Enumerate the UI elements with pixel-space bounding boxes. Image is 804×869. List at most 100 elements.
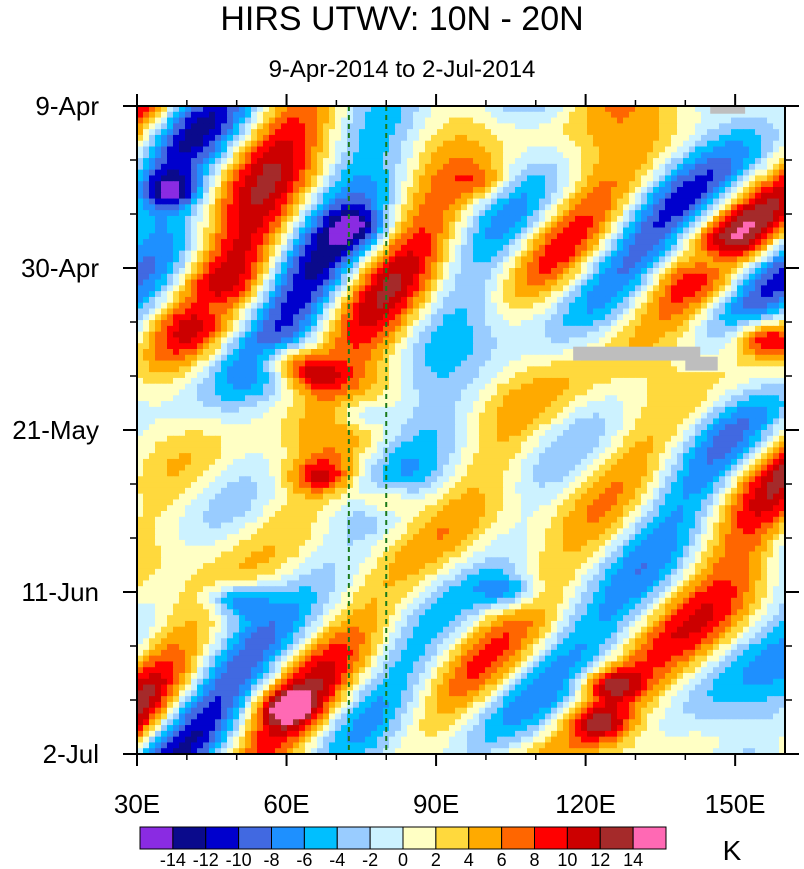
heatmap-cell [179, 181, 186, 188]
heatmap-cell [425, 337, 432, 344]
heatmap-cell [179, 291, 186, 298]
heatmap-cell [527, 285, 534, 292]
heatmap-cell [233, 187, 240, 194]
heatmap-cell [155, 198, 162, 205]
heatmap-cell [635, 239, 642, 246]
heatmap-cell [761, 250, 768, 258]
heatmap-cell [719, 285, 726, 292]
heatmap-cell [773, 146, 780, 153]
heatmap-cell [509, 204, 516, 211]
heatmap-cell [755, 221, 762, 229]
heatmap-cell [167, 140, 174, 148]
heatmap-cell [257, 296, 264, 304]
heatmap-cell [251, 134, 258, 142]
heatmap-cell [683, 285, 690, 292]
heatmap-cell [527, 343, 534, 350]
heatmap-cell [299, 210, 306, 217]
heatmap-cell [497, 343, 504, 350]
heatmap-cell [149, 296, 156, 304]
heatmap-cell [755, 140, 762, 148]
heatmap-cell [455, 187, 462, 194]
heatmap-cell [659, 111, 666, 119]
heatmap-cell [605, 198, 612, 205]
heatmap-cell [503, 366, 510, 373]
heatmap-cell [755, 215, 762, 223]
heatmap-cell [263, 250, 270, 258]
heatmap-cell [167, 268, 174, 275]
heatmap-cell [203, 233, 210, 240]
heatmap-cell [521, 106, 528, 113]
heatmap-cell [575, 123, 582, 130]
heatmap-cell [719, 215, 726, 223]
heatmap-cell [467, 314, 474, 321]
heatmap-cell [659, 163, 666, 171]
heatmap-cell [389, 262, 396, 269]
heatmap-cell [311, 163, 318, 171]
heatmap-cell [209, 268, 216, 275]
heatmap-cell [341, 273, 348, 281]
heatmap-cell [401, 140, 408, 148]
heatmap-cell [419, 215, 426, 223]
heatmap-cell [629, 256, 636, 263]
heatmap-cell [725, 354, 732, 362]
heatmap-cell [569, 111, 576, 119]
heatmap-cell [563, 349, 570, 356]
heatmap-cell [449, 337, 456, 344]
heatmap-cell [257, 244, 264, 252]
heatmap-cell [329, 204, 336, 211]
heatmap-cell [395, 117, 402, 124]
heatmap-cell [419, 198, 426, 205]
heatmap-cell [605, 129, 612, 136]
heatmap-cell [605, 331, 612, 339]
heatmap-cell [149, 169, 156, 177]
heatmap-cell [251, 349, 258, 356]
heatmap-cell [629, 325, 636, 333]
heatmap-cell [305, 175, 312, 182]
heatmap-cell [689, 296, 696, 304]
heatmap-cell [281, 273, 288, 281]
heatmap-cell [317, 366, 324, 373]
heatmap-cell [635, 279, 642, 286]
heatmap-cell [467, 250, 474, 258]
heatmap-cell [659, 256, 666, 263]
heatmap-cell [677, 187, 684, 194]
heatmap-cell [563, 314, 570, 321]
heatmap-cell [437, 192, 444, 200]
heatmap-cell [491, 227, 498, 234]
heatmap-cell [197, 187, 204, 194]
heatmap-cell [569, 204, 576, 211]
heatmap-cell [251, 169, 258, 177]
heatmap-cell [155, 256, 162, 263]
heatmap-cell [419, 111, 426, 119]
heatmap-cell [293, 140, 300, 148]
heatmap-cell [641, 192, 648, 200]
heatmap-cell [551, 181, 558, 188]
heatmap-cell [761, 134, 768, 142]
heatmap-cell [497, 233, 504, 240]
heatmap-cell [413, 366, 420, 373]
heatmap-cell [683, 331, 690, 339]
heatmap-cell [167, 227, 174, 234]
heatmap-cell [677, 198, 684, 205]
heatmap-cell [503, 227, 510, 234]
heatmap-cell [341, 192, 348, 200]
heatmap-cell [761, 169, 768, 177]
heatmap-cell [731, 192, 738, 200]
heatmap-cell [377, 134, 384, 142]
heatmap-cell [593, 152, 600, 159]
heatmap-cell [365, 256, 372, 263]
heatmap-cell [389, 302, 396, 310]
heatmap-cell [287, 354, 294, 362]
heatmap-cell [239, 152, 246, 159]
heatmap-cell [293, 354, 300, 362]
chart-subtitle: 9-Apr-2014 to 2-Jul-2014 [268, 56, 536, 83]
heatmap-cell [281, 123, 288, 130]
heatmap-cell [191, 244, 198, 252]
heatmap-cell [671, 152, 678, 159]
heatmap-cell [323, 192, 330, 200]
heatmap-cell [293, 296, 300, 304]
heatmap-cell [737, 337, 744, 344]
heatmap-cell [455, 268, 462, 275]
heatmap-cell [413, 192, 420, 200]
heatmap-cell [479, 175, 486, 182]
